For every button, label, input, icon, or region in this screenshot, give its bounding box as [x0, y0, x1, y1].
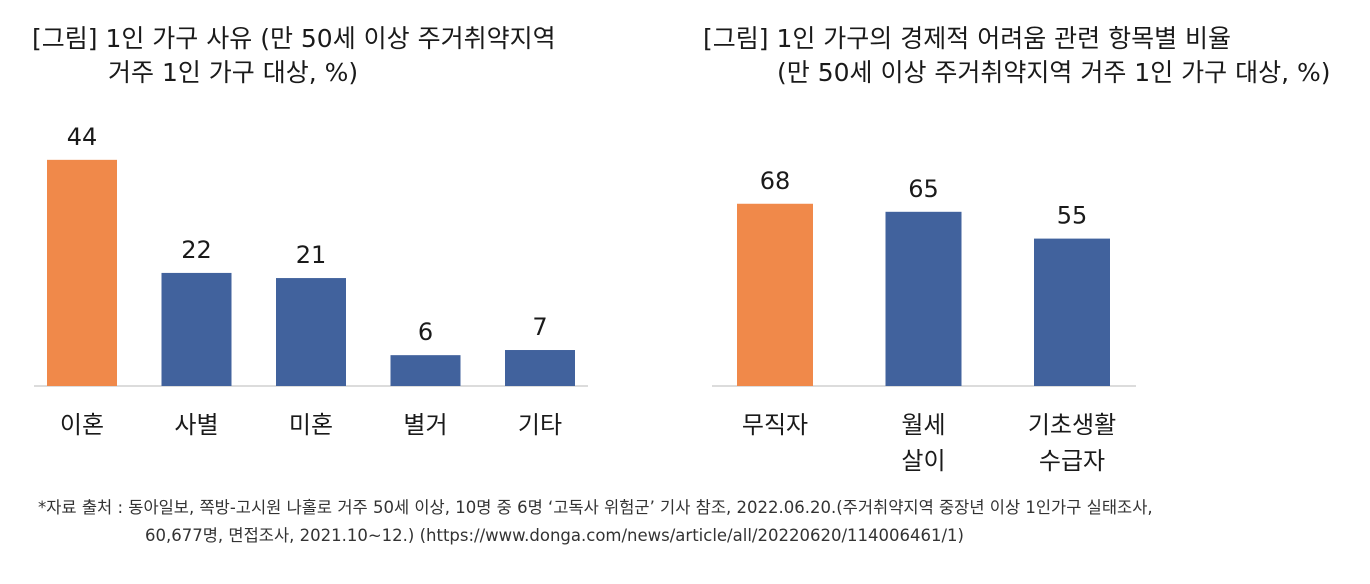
left-category-label-2: 미혼 [289, 411, 333, 439]
left-bar-value-1: 22 [181, 236, 212, 264]
left-chart-title-line-1: [그림] 1인 가구 사유 (만 50세 이상 주거취약지역 [32, 24, 556, 53]
left-category-label-4: 기타 [518, 411, 562, 439]
source-footnote: *자료 출처 : 동아일보, 쪽방-고시원 나홀로 거주 50세 이상, 10명… [38, 494, 1153, 550]
right-chart-title-line-1: [그림] 1인 가구의 경제적 어려움 관련 항목별 비율 [703, 24, 1232, 53]
footnote-line-2: 60,677명, 면접조사, 2021.10~12.) (https://www… [145, 526, 964, 545]
left-bar-value-4: 7 [532, 313, 547, 341]
left-chart-title: [그림] 1인 가구 사유 (만 50세 이상 주거취약지역 거주 1인 가구 … [32, 22, 556, 90]
left-chart-title-line-2: 거주 1인 가구 대상, %) [108, 58, 359, 87]
footnote-line-1: *자료 출처 : 동아일보, 쪽방-고시원 나홀로 거주 50세 이상, 10명… [38, 498, 1153, 517]
left-bar-value-0: 44 [67, 123, 98, 151]
left-category-label-1: 사별 [174, 411, 218, 439]
left-category-label-0: 이혼 [60, 411, 104, 439]
left-bar-3 [390, 355, 461, 386]
left-bar-2 [276, 278, 346, 386]
right-chart-title-line-2: (만 50세 이상 주거취약지역 거주 1인 가구 대상, %) [777, 58, 1331, 87]
left-bar-value-2: 21 [296, 241, 327, 269]
left-category-label-3: 별거 [403, 411, 447, 439]
left-bar-value-3: 6 [418, 318, 433, 346]
left-bar-1 [161, 272, 232, 386]
left-bar-0 [47, 159, 117, 386]
right-chart-title: [그림] 1인 가구의 경제적 어려움 관련 항목별 비율 (만 50세 이상 … [703, 22, 1331, 90]
left-bar-4 [505, 350, 575, 386]
